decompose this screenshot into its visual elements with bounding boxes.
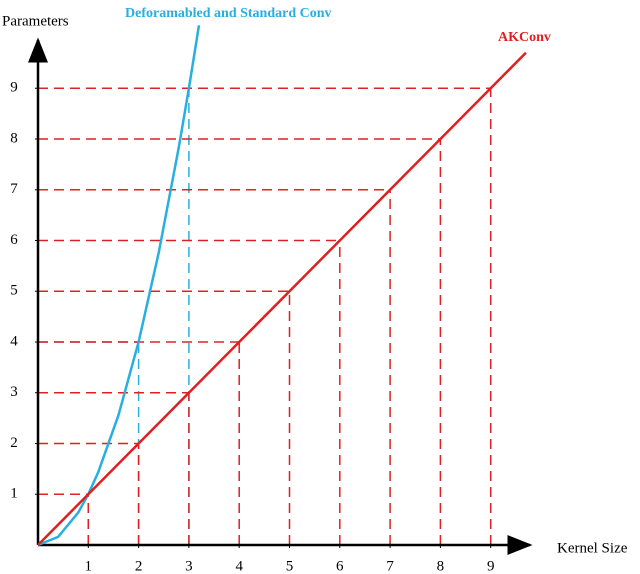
x-tick-label: 1 bbox=[85, 558, 93, 574]
x-tick-label: 5 bbox=[286, 558, 294, 574]
x-tick-label: 4 bbox=[235, 558, 243, 574]
series-label: Deforamabled and Standard Conv bbox=[125, 6, 332, 21]
x-tick-label: 7 bbox=[386, 558, 394, 574]
y-tick-label: 7 bbox=[10, 181, 18, 197]
x-tick-label: 3 bbox=[185, 558, 193, 574]
y-axis-label: Parameters bbox=[2, 13, 69, 29]
series-line bbox=[37, 25, 201, 547]
x-tick-label: 9 bbox=[487, 558, 495, 574]
x-tick-label: 8 bbox=[437, 558, 445, 574]
x-tick-label: 6 bbox=[336, 558, 344, 574]
series-label: AKConv bbox=[498, 30, 551, 45]
y-tick-label: 2 bbox=[10, 435, 18, 451]
y-tick-label: 8 bbox=[10, 130, 18, 146]
y-tick-label: 1 bbox=[10, 486, 18, 502]
y-tick-label: 5 bbox=[10, 283, 18, 299]
series-line bbox=[37, 51, 527, 546]
x-axis-label: Kernel Size bbox=[557, 540, 628, 556]
y-tick-label: 3 bbox=[10, 384, 18, 400]
y-tick-label: 4 bbox=[10, 333, 18, 349]
guides bbox=[38, 87, 492, 545]
x-tick-label: 2 bbox=[135, 558, 143, 574]
y-tick-label: 6 bbox=[10, 232, 18, 248]
y-tick-label: 9 bbox=[10, 80, 18, 96]
